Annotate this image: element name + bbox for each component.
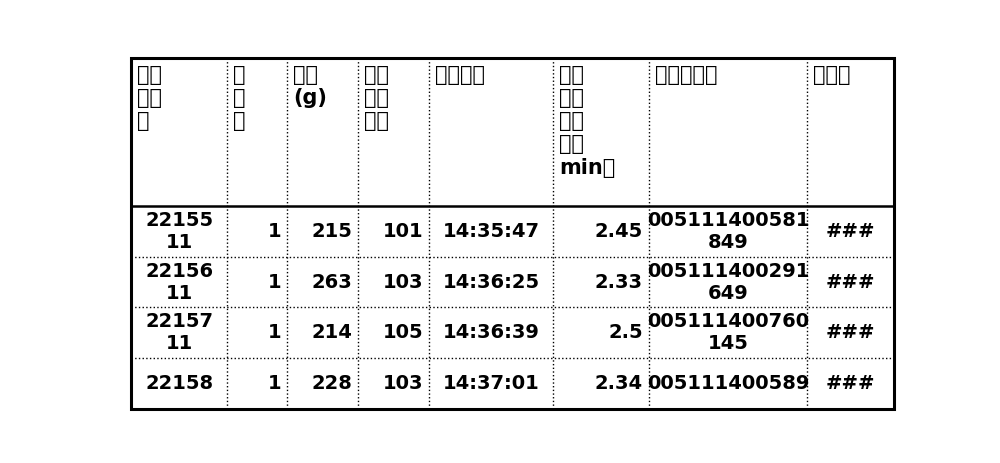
Text: 1: 1 [267, 374, 281, 393]
Text: 14:37:01: 14:37:01 [443, 374, 540, 393]
Text: 105: 105 [382, 324, 423, 343]
Text: ###: ### [826, 273, 875, 292]
Text: 22156
11: 22156 11 [145, 262, 213, 302]
Text: 血浆
(g): 血浆 (g) [293, 65, 327, 108]
Text: 2.5: 2.5 [608, 324, 643, 343]
Text: 分离
耗时
（单
位，
min）: 分离 耗时 （单 位， min） [559, 65, 616, 178]
Text: 103: 103 [382, 273, 423, 292]
Text: 005111400581
849: 005111400581 849 [647, 211, 809, 252]
Text: 005111400291
649: 005111400291 649 [647, 262, 809, 302]
Text: 保养
液添
加量: 保养 液添 加量 [364, 65, 389, 131]
Text: 1: 1 [267, 273, 281, 292]
Text: 22157
11: 22157 11 [145, 313, 213, 353]
Text: 101: 101 [382, 222, 423, 241]
Text: 22155
11: 22155 11 [145, 211, 213, 252]
Text: 1: 1 [267, 324, 281, 343]
Text: 程
序
号: 程 序 号 [233, 65, 246, 131]
Text: 2.33: 2.33 [595, 273, 643, 292]
Text: 005111400760
145: 005111400760 145 [647, 313, 809, 353]
Text: 228: 228 [311, 374, 352, 393]
Text: 22158: 22158 [145, 374, 213, 393]
Text: 005111400589: 005111400589 [647, 374, 809, 393]
Text: ###: ### [826, 222, 875, 241]
Text: 献血员条码: 献血员条码 [655, 65, 718, 85]
Text: 14:35:47: 14:35:47 [443, 222, 540, 241]
Text: 分离
机编
号: 分离 机编 号 [137, 65, 162, 131]
Text: 开始时间: 开始时间 [435, 65, 485, 85]
Text: ###: ### [826, 374, 875, 393]
Text: 103: 103 [382, 374, 423, 393]
Text: 214: 214 [311, 324, 352, 343]
Text: 263: 263 [311, 273, 352, 292]
Text: 2.45: 2.45 [595, 222, 643, 241]
Text: 14:36:25: 14:36:25 [443, 273, 540, 292]
Text: 1: 1 [267, 222, 281, 241]
Text: 215: 215 [311, 222, 352, 241]
Text: ###: ### [826, 324, 875, 343]
Text: 2.34: 2.34 [595, 374, 643, 393]
Text: 14:36:39: 14:36:39 [443, 324, 540, 343]
Text: 操作者: 操作者 [813, 65, 851, 85]
